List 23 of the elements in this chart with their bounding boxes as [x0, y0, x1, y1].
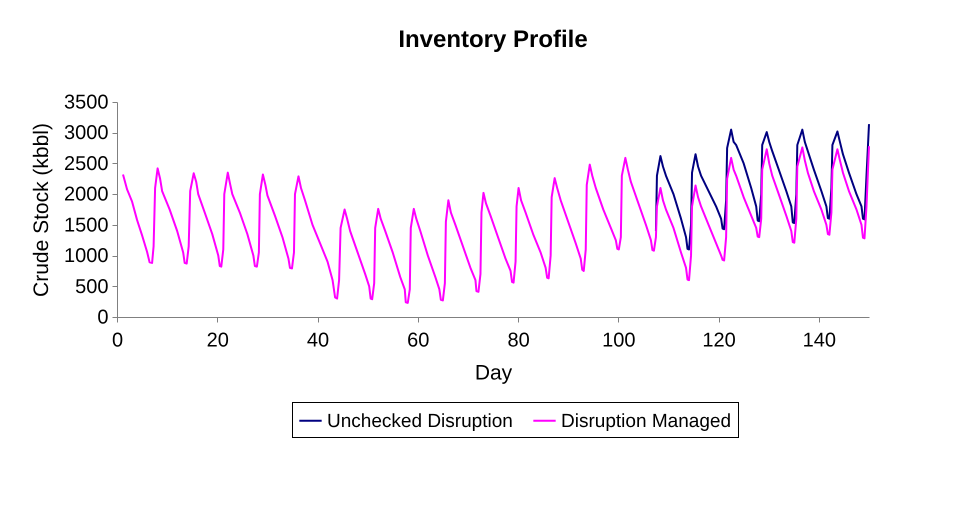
- y-tick-label: 500: [75, 276, 108, 298]
- y-tick-label: 3000: [64, 122, 108, 144]
- x-tick-label: 100: [602, 330, 636, 352]
- x-tick-label: 80: [507, 330, 530, 352]
- y-tick-label: 1000: [64, 245, 108, 268]
- x-axis-title: Day: [474, 362, 513, 384]
- line-series: [654, 123, 870, 250]
- y-axis-title: Crude Stock (kbbl): [30, 123, 54, 297]
- x-tick-label: 40: [306, 330, 330, 352]
- y-tick-label: 1500: [64, 214, 108, 236]
- chart-title: Inventory Profile: [398, 26, 588, 53]
- y-tick-label: 0: [97, 306, 108, 328]
- y-tick-label: 2000: [64, 184, 108, 206]
- x-tick-label: 60: [407, 330, 430, 352]
- y-tick-label: 2500: [64, 152, 108, 175]
- x-tick-label: 120: [702, 330, 736, 352]
- legend-label: Unchecked Disruption: [327, 410, 513, 432]
- line-series: [122, 145, 870, 304]
- x-tick-label: 20: [206, 330, 229, 352]
- x-tick-label: 140: [802, 330, 836, 352]
- y-tick-label: 3500: [64, 92, 108, 114]
- x-tick-label: 0: [112, 330, 124, 352]
- legend-label: Disruption Managed: [561, 410, 732, 432]
